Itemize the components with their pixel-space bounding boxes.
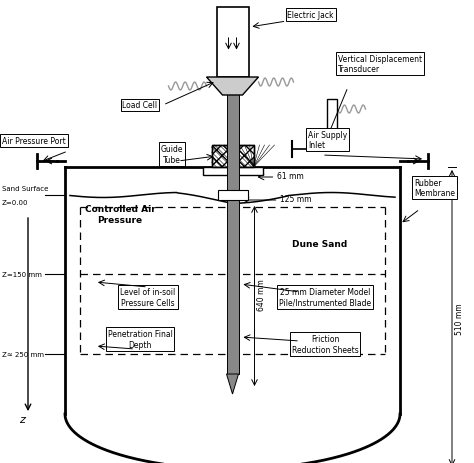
Text: Z≈ 250 mm: Z≈ 250 mm [2, 351, 44, 357]
Text: 125 mm: 125 mm [281, 195, 312, 204]
Text: Air Supply
Inlet: Air Supply Inlet [308, 130, 347, 150]
Text: Electric Jack: Electric Jack [288, 11, 334, 20]
Text: Guide
Tube: Guide Tube [161, 145, 183, 164]
Text: Air Pressure Port: Air Pressure Port [2, 137, 66, 146]
Bar [328, 100, 337, 150]
Bar [227, 55, 238, 374]
Text: 640 mm: 640 mm [257, 279, 266, 311]
Text: Dune Sand: Dune Sand [292, 240, 347, 249]
Bar [211, 146, 254, 168]
Text: Load Cell: Load Cell [122, 101, 157, 110]
Text: Z=0.00: Z=0.00 [2, 200, 28, 206]
Polygon shape [227, 374, 238, 394]
Bar [218, 191, 247, 200]
Bar [202, 168, 263, 175]
Text: Sand Surface: Sand Surface [2, 186, 48, 192]
Text: 510 mm: 510 mm [455, 302, 464, 334]
Text: Rubber
Membrane: Rubber Membrane [414, 178, 455, 198]
Text: 61 mm: 61 mm [277, 172, 304, 181]
Text: Level of in-soil
Pressure Cells: Level of in-soil Pressure Cells [120, 288, 176, 307]
Text: Controlled Air
Pressure: Controlled Air Pressure [85, 205, 155, 224]
Text: Friction
Reduction Sheets: Friction Reduction Sheets [292, 335, 358, 354]
Text: Penetration Final
Depth: Penetration Final Depth [108, 330, 173, 349]
Text: Z=150 mm: Z=150 mm [2, 271, 42, 277]
Text: 25 mm Diameter Model
Pile/Instrumented Blade: 25 mm Diameter Model Pile/Instrumented B… [279, 288, 371, 307]
Text: z: z [19, 414, 25, 424]
Bar [217, 8, 248, 78]
Text: Vertical Displacement
Transducer: Vertical Displacement Transducer [338, 55, 422, 74]
Bar [211, 146, 254, 168]
Polygon shape [207, 78, 258, 96]
